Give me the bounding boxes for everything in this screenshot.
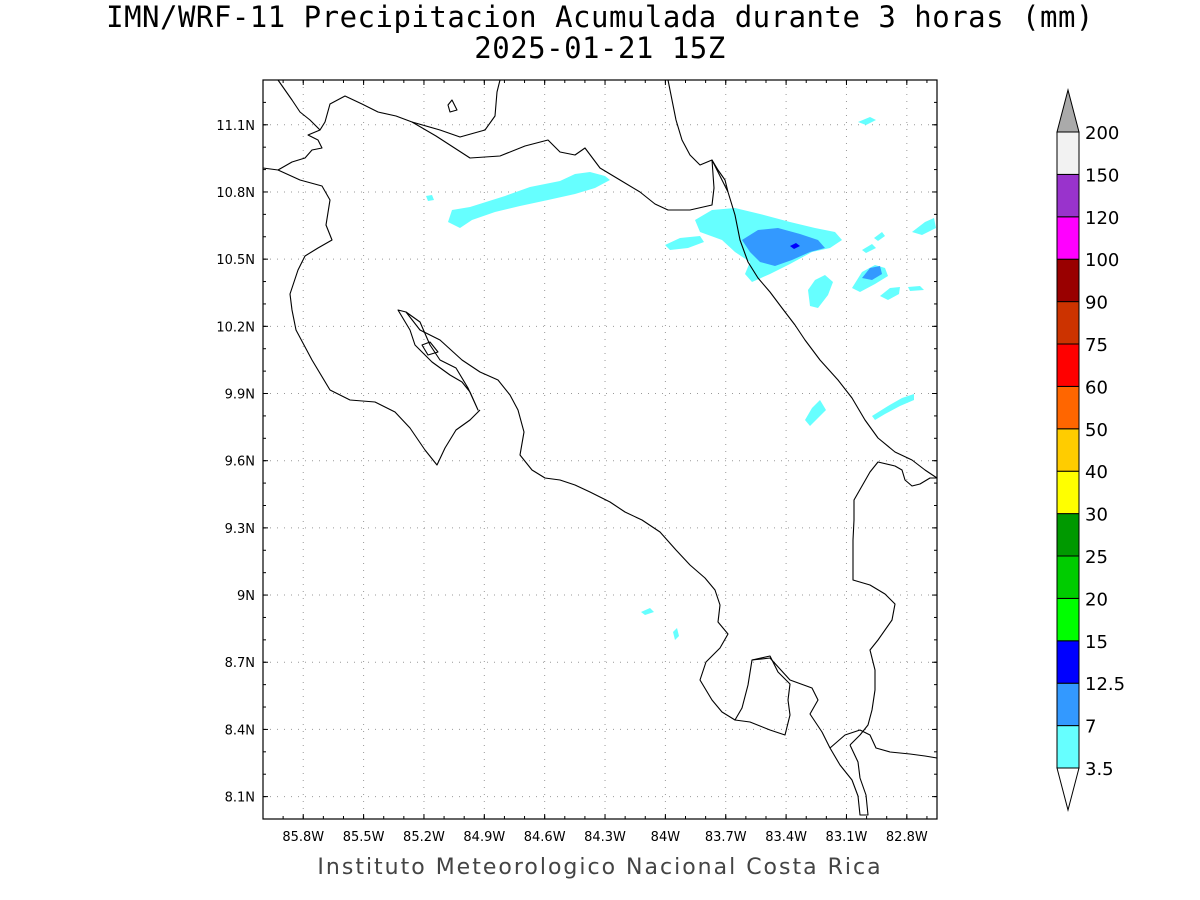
colorbar-swatch [1056,555,1080,599]
colorbar-swatch [1056,216,1080,260]
latitude-labels: 11.1N 10.8N 10.5N 10.2N 9.9N 9.6N 9.3N 9N 8.7N 8.… [216,119,255,806]
precip-area [790,243,800,249]
colorbar-label: 15 [1085,632,1108,653]
colorbar-swatch [1056,385,1080,430]
colorbar-label: 40 [1085,462,1108,483]
colorbar-top-arrow [1056,88,1080,133]
nicaragua-border [411,121,729,211]
lat-tick-label: 11.1N [216,119,255,134]
colorbar-swatch [1056,131,1080,175]
lon-tick-label: 82.8W [886,830,928,845]
precip-area [448,172,610,228]
axis-ticks [262,79,937,820]
lat-tick-label: 8.4N [225,723,255,738]
precip-area [641,608,654,615]
panama-border-south [849,461,937,746]
lon-tick-label: 83.7W [705,830,747,845]
coastlines-and-borders [262,79,938,816]
lat-tick-label: 9.9N [225,388,255,403]
lon-tick-label: 84.9W [463,830,505,845]
precip-area [872,394,914,420]
colorbar-label: 7 [1085,717,1096,738]
colorbar-swatch [1056,343,1080,387]
colorbar-swatch [1056,428,1080,472]
nicoya-island [421,341,439,356]
caribbean-coast [667,79,938,479]
precip-area [862,244,876,253]
lat-tick-label: 10.8N [216,186,255,201]
precip-area [665,236,704,250]
precip-area [880,287,900,300]
colorbar-swatch [1056,173,1080,218]
colorbar-label: 12.5 [1085,674,1125,695]
panama-coast-south [829,729,938,759]
lat-tick-label: 8.1N [225,791,255,806]
precip-area [912,218,936,235]
colorbar-swatch [1056,470,1080,515]
colorbar-label: 150 [1085,165,1119,186]
title-line-1: IMN/WRF-11 Precipitacion Acumulada duran… [106,0,1094,34]
lat-tick-label: 10.5N [216,253,255,268]
pacific-coast-guanacaste [277,169,481,466]
lat-tick-label: 9.3N [225,522,255,537]
precip-area [426,195,434,201]
lat-tick-label: 8.7N [225,656,255,671]
precip-area [874,232,885,241]
precip-area [908,286,924,291]
colorbar-label: 90 [1085,293,1108,314]
colorbar-swatch [1056,301,1080,345]
lat-tick-label: 10.2N [216,320,255,335]
pacific-coast-central [405,311,869,816]
precip-areas-7mm [742,228,882,280]
lon-tick-label: 83.1W [826,830,868,845]
credit-text: Instituto Meteorologico Nacional Costa R… [317,855,883,880]
precip-area [858,117,876,125]
colorbar-label: 60 [1085,377,1108,398]
lat-tick-label: 9.6N [225,455,255,470]
map-frame [262,79,938,820]
gridlines [263,80,937,819]
colorbar-swatch [1056,682,1080,727]
gulf-of-nicoya [397,309,479,411]
small-island [447,99,458,113]
lon-tick-label: 85.5W [343,830,385,845]
lon-tick-label: 84W [651,830,681,845]
colorbar-label: 75 [1085,335,1108,356]
longitude-labels: 85.8W 85.5W 85.2W 84.9W 84.6W 84.3W 84W 83.7W 83… [282,830,928,845]
precip-areas-12.5mm [790,243,800,249]
map-title: IMN/WRF-11 Precipitacion Acumulada duran… [0,2,1200,64]
precip-area [742,228,825,266]
colorbar-swatch [1056,513,1080,557]
colorbar-label: 50 [1085,420,1108,441]
colorbar-label: 200 [1085,123,1119,144]
precip-area [808,275,833,308]
lon-tick-label: 84.6W [524,830,566,845]
lon-tick-label: 85.2W [403,830,445,845]
colorbar-label: 20 [1085,589,1108,610]
pacific-coast-north [262,129,323,171]
colorbar-bottom-arrow [1056,767,1080,812]
precip-areas-3.5mm [426,117,936,640]
colorbar-label: 120 [1085,208,1119,229]
lake-nicaragua-shore [277,79,501,138]
title-line-2: 2025-01-21 15Z [474,31,726,65]
colorbar-label: 25 [1085,547,1108,568]
precip-area [673,628,679,640]
colorbar: 3.5 7 12.5 15 20 25 30 40 50 60 75 90 100 120 150 200 [1056,88,1125,812]
golfo-dulce [734,655,791,736]
lat-tick-label: 9N [237,589,255,604]
colorbar-swatch [1056,725,1080,769]
lon-tick-label: 83.4W [765,830,807,845]
colorbar-swatch [1056,597,1080,642]
colorbar-label: 100 [1085,250,1119,271]
colorbar-swatch [1056,640,1080,684]
colorbar-label: 30 [1085,505,1108,526]
precip-area [805,400,826,426]
precip-area [862,266,882,280]
colorbar-swatch [1056,258,1080,303]
lon-tick-label: 85.8W [282,830,324,845]
colorbar-label: 3.5 [1085,759,1114,780]
lon-tick-label: 84.3W [584,830,626,845]
